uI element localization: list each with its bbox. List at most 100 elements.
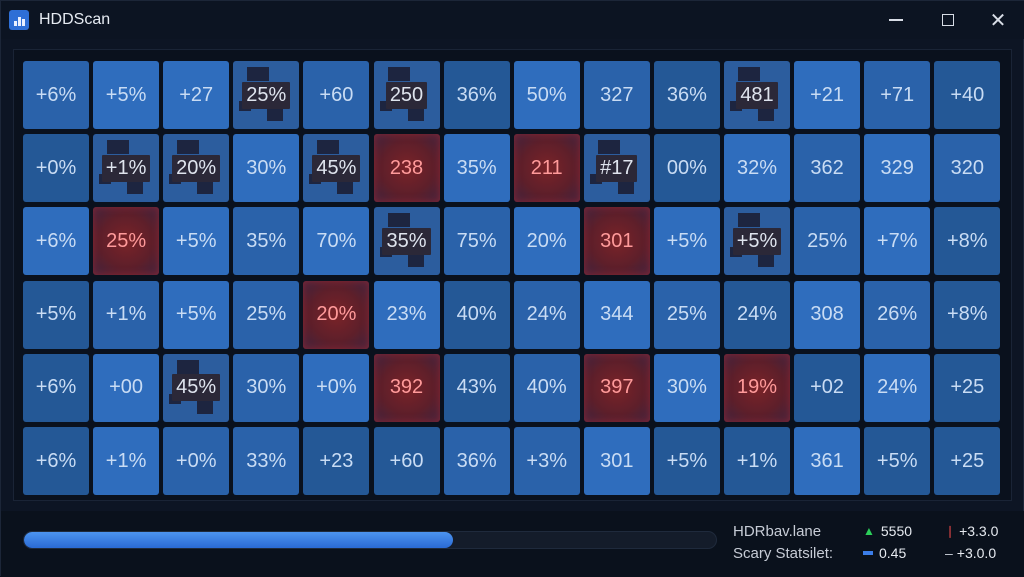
sector-block[interactable]: 20% — [513, 207, 580, 276]
close-button[interactable]: ✕ — [975, 1, 1021, 39]
sector-block-label: +8% — [947, 303, 988, 326]
maximize-button[interactable] — [925, 1, 971, 39]
sector-block[interactable]: 40% — [443, 280, 510, 349]
sector-block[interactable]: 32% — [724, 134, 790, 203]
sector-block[interactable]: +25 — [934, 353, 1001, 422]
sector-block[interactable]: +0% — [163, 427, 230, 495]
sector-block[interactable]: 36% — [443, 427, 510, 495]
sector-block[interactable]: +6% — [23, 207, 89, 276]
sector-block[interactable]: 320 — [934, 134, 1001, 203]
sector-block[interactable]: +0% — [23, 134, 89, 203]
sector-block[interactable]: 25% — [233, 280, 300, 349]
sector-block[interactable]: 30% — [653, 353, 720, 422]
sector-block[interactable]: +23 — [303, 427, 370, 495]
bad-sector-blot — [379, 101, 392, 111]
sector-block[interactable]: 45% — [163, 353, 230, 422]
sector-block[interactable]: 35% — [443, 134, 510, 203]
sector-block[interactable]: 211 — [513, 134, 580, 203]
sector-block[interactable]: 481 — [724, 61, 790, 129]
sector-block[interactable]: 33% — [233, 427, 300, 495]
sector-block[interactable]: +60 — [303, 61, 370, 129]
sector-block[interactable]: +27 — [163, 61, 230, 129]
sector-block[interactable]: +0% — [303, 353, 370, 422]
sector-block[interactable]: 00% — [653, 134, 720, 203]
sector-block-label: 20% — [172, 154, 221, 182]
sector-block[interactable]: 35% — [233, 207, 300, 276]
sector-block[interactable]: 327 — [583, 61, 650, 129]
sector-block[interactable]: 361 — [794, 427, 861, 495]
sector-block[interactable]: +71 — [864, 61, 931, 129]
sector-block[interactable]: +3% — [513, 427, 580, 495]
sector-block[interactable]: 50% — [513, 61, 580, 129]
alert-marker-icon: ❘ — [945, 524, 956, 538]
sector-block[interactable]: #17 — [583, 134, 650, 203]
sector-block[interactable]: 43% — [443, 353, 510, 422]
sector-block[interactable]: +1% — [93, 134, 160, 203]
sector-block[interactable]: 20% — [303, 280, 370, 349]
sector-block-label: 25% — [807, 229, 848, 252]
sector-block[interactable]: +02 — [794, 353, 861, 422]
sector-block[interactable]: 25% — [653, 280, 720, 349]
sector-block[interactable]: +6% — [23, 61, 89, 129]
sector-block[interactable]: +5% — [23, 280, 89, 349]
sector-block-label: +00 — [109, 376, 144, 399]
sector-block[interactable]: 36% — [653, 61, 720, 129]
sector-block[interactable]: 24% — [513, 280, 580, 349]
sector-block[interactable]: +6% — [23, 353, 89, 422]
sector-block[interactable]: 26% — [864, 280, 931, 349]
sector-block[interactable]: +5% — [163, 207, 230, 276]
sector-block[interactable]: +21 — [794, 61, 861, 129]
sector-block[interactable]: +1% — [93, 427, 160, 495]
sector-block[interactable]: 25% — [233, 61, 300, 129]
sector-block[interactable]: 238 — [373, 134, 440, 203]
sector-block[interactable]: 23% — [373, 280, 440, 349]
sector-block[interactable]: 24% — [724, 280, 790, 349]
sector-block[interactable]: +7% — [864, 207, 931, 276]
sector-block[interactable]: +5% — [653, 207, 720, 276]
sector-block[interactable]: +5% — [163, 280, 230, 349]
sector-block[interactable]: +5% — [653, 427, 720, 495]
sector-block[interactable]: 397 — [583, 353, 650, 422]
sector-block[interactable]: +40 — [934, 61, 1001, 129]
sector-block[interactable]: 70% — [303, 207, 370, 276]
sector-block[interactable]: 25% — [794, 207, 861, 276]
sector-block[interactable]: 329 — [864, 134, 931, 203]
minimize-button[interactable] — [873, 1, 919, 39]
sector-block[interactable]: +6% — [23, 427, 89, 495]
sector-block[interactable]: 36% — [443, 61, 510, 129]
sector-block[interactable]: 75% — [443, 207, 510, 276]
sector-block-label: +6% — [35, 229, 77, 252]
sector-block-label: +5% — [35, 303, 77, 326]
sector-block[interactable]: +5% — [724, 207, 790, 276]
sector-block-label: 75% — [456, 229, 497, 252]
sector-block[interactable]: 362 — [794, 134, 861, 203]
sector-block[interactable]: +8% — [934, 207, 1001, 276]
sector-block[interactable]: +8% — [934, 280, 1001, 349]
sector-block[interactable]: 24% — [864, 353, 931, 422]
sector-block[interactable]: 308 — [794, 280, 861, 349]
sector-block[interactable]: 25% — [93, 207, 160, 276]
sector-block[interactable]: 35% — [373, 207, 440, 276]
sector-block[interactable]: 20% — [163, 134, 230, 203]
sector-block[interactable]: 30% — [233, 353, 300, 422]
sector-block[interactable]: +60 — [373, 427, 440, 495]
sector-block[interactable]: 30% — [233, 134, 300, 203]
sector-block[interactable]: +00 — [93, 353, 160, 422]
sector-block[interactable]: +5% — [864, 427, 931, 495]
sector-block[interactable]: +25 — [934, 427, 1001, 495]
sector-block[interactable]: 45% — [303, 134, 370, 203]
sector-block[interactable]: +1% — [724, 427, 790, 495]
sector-block[interactable]: 301 — [583, 427, 650, 495]
sector-block[interactable]: 19% — [724, 353, 790, 422]
sector-block[interactable]: +5% — [93, 61, 160, 129]
sector-block-label: 301 — [600, 449, 634, 472]
sector-block-label: 33% — [246, 449, 287, 472]
arrow-up-icon: ▲ — [863, 524, 875, 538]
sector-block-label: 35% — [456, 156, 497, 179]
sector-block[interactable]: 344 — [583, 280, 650, 349]
sector-block[interactable]: 301 — [583, 207, 650, 276]
sector-block[interactable]: +1% — [93, 280, 160, 349]
sector-block[interactable]: 40% — [513, 353, 580, 422]
sector-block[interactable]: 392 — [373, 353, 440, 422]
sector-block[interactable]: 250 — [373, 61, 440, 129]
